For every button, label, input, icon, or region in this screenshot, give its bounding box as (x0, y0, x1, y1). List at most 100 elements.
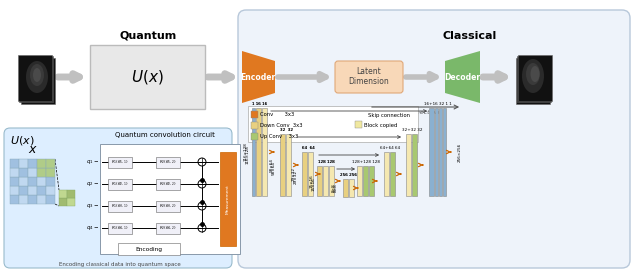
Text: Encoder: Encoder (241, 73, 276, 82)
FancyBboxPatch shape (406, 134, 411, 196)
FancyBboxPatch shape (108, 156, 132, 168)
FancyBboxPatch shape (59, 190, 67, 198)
FancyBboxPatch shape (59, 198, 67, 206)
FancyBboxPatch shape (329, 166, 334, 196)
Text: 8×8: 8×8 (332, 184, 336, 192)
Text: 1 16 16: 1 16 16 (252, 102, 268, 106)
FancyBboxPatch shape (248, 106, 418, 142)
FancyBboxPatch shape (28, 195, 37, 204)
FancyBboxPatch shape (369, 166, 374, 196)
FancyBboxPatch shape (256, 108, 261, 196)
Ellipse shape (526, 63, 540, 85)
FancyBboxPatch shape (67, 198, 75, 206)
Text: $R_2(\theta_{1,2})$: $R_2(\theta_{1,2})$ (159, 158, 177, 166)
FancyBboxPatch shape (19, 186, 28, 195)
FancyBboxPatch shape (342, 179, 348, 197)
Ellipse shape (26, 61, 48, 93)
FancyBboxPatch shape (10, 168, 19, 177)
FancyBboxPatch shape (435, 108, 438, 196)
FancyBboxPatch shape (37, 186, 46, 195)
FancyBboxPatch shape (251, 111, 258, 118)
Text: 58×64: 58×64 (270, 158, 274, 172)
Polygon shape (242, 51, 275, 103)
Text: $U(x)$: $U(x)$ (10, 134, 35, 147)
Text: 128 128: 128 128 (317, 160, 334, 164)
Text: skip connection: skip connection (390, 110, 440, 115)
FancyBboxPatch shape (10, 195, 19, 204)
FancyBboxPatch shape (46, 168, 55, 177)
Text: 64  64: 64 64 (301, 146, 314, 150)
Text: $R_1(\theta_{2,1})$: $R_1(\theta_{2,1})$ (111, 180, 129, 188)
FancyBboxPatch shape (19, 168, 28, 177)
Text: 58×64: 58×64 (272, 161, 276, 175)
FancyBboxPatch shape (308, 152, 313, 196)
Text: Measurement: Measurement (226, 184, 230, 214)
Text: 128 128: 128 128 (317, 160, 334, 164)
Text: $R_2(\theta_{3,2})$: $R_2(\theta_{3,2})$ (159, 202, 177, 210)
Text: Encoding: Encoding (136, 246, 163, 252)
FancyBboxPatch shape (429, 108, 434, 196)
Ellipse shape (30, 64, 44, 86)
FancyBboxPatch shape (10, 177, 19, 186)
FancyBboxPatch shape (357, 166, 362, 196)
Text: $R_1(\theta_{1,1})$: $R_1(\theta_{1,1})$ (111, 158, 129, 166)
FancyBboxPatch shape (4, 128, 232, 268)
FancyBboxPatch shape (20, 57, 54, 104)
Polygon shape (445, 51, 480, 103)
FancyBboxPatch shape (10, 186, 19, 195)
FancyBboxPatch shape (108, 200, 132, 212)
Ellipse shape (33, 68, 41, 82)
FancyBboxPatch shape (108, 222, 132, 233)
Text: Up Conv    3x3: Up Conv 3x3 (260, 134, 298, 139)
Text: 15×16: 15×16 (310, 174, 314, 188)
FancyBboxPatch shape (19, 195, 28, 204)
Text: $q_3-$: $q_3-$ (86, 202, 99, 210)
Text: 1 16 16: 1 16 16 (252, 102, 268, 106)
Text: $R_2(\theta_{4,2})$: $R_2(\theta_{4,2})$ (159, 224, 177, 232)
Text: Skip connection: Skip connection (368, 113, 410, 118)
FancyBboxPatch shape (518, 54, 552, 100)
Text: 64  64: 64 64 (301, 146, 314, 150)
Text: 256 256: 256 256 (339, 173, 356, 177)
Text: $q_2-$: $q_2-$ (86, 180, 99, 188)
Text: Quantum convolution circuit: Quantum convolution circuit (115, 132, 215, 138)
FancyBboxPatch shape (28, 168, 37, 177)
FancyBboxPatch shape (108, 178, 132, 190)
Ellipse shape (531, 66, 540, 82)
Text: 16+16 32 1 1: 16+16 32 1 1 (424, 102, 452, 106)
Text: 32+32 32: 32+32 32 (402, 128, 422, 132)
Text: $U(x)$: $U(x)$ (131, 68, 163, 86)
Text: 32  32: 32 32 (280, 128, 292, 132)
FancyBboxPatch shape (355, 121, 362, 128)
FancyBboxPatch shape (19, 56, 53, 102)
FancyBboxPatch shape (251, 122, 258, 129)
FancyBboxPatch shape (412, 134, 417, 196)
FancyBboxPatch shape (262, 108, 267, 196)
FancyBboxPatch shape (19, 159, 28, 168)
FancyBboxPatch shape (238, 10, 630, 268)
FancyBboxPatch shape (46, 186, 55, 195)
FancyBboxPatch shape (28, 159, 37, 168)
FancyBboxPatch shape (46, 159, 55, 168)
Text: $R_1(\theta_{4,1})$: $R_1(\theta_{4,1})$ (111, 224, 129, 232)
Text: 32  32: 32 32 (280, 128, 292, 132)
FancyBboxPatch shape (384, 152, 389, 196)
Text: Dimension: Dimension (349, 78, 389, 86)
FancyBboxPatch shape (46, 195, 55, 204)
Text: $q_4-$: $q_4-$ (86, 224, 99, 232)
Text: Block copied: Block copied (364, 122, 397, 128)
FancyBboxPatch shape (439, 108, 442, 196)
Text: $x$: $x$ (28, 143, 37, 156)
Text: Quantum: Quantum (120, 31, 177, 41)
FancyBboxPatch shape (363, 166, 368, 196)
Ellipse shape (522, 59, 544, 93)
Text: 256 256: 256 256 (339, 173, 356, 177)
FancyBboxPatch shape (37, 159, 46, 168)
FancyBboxPatch shape (156, 222, 180, 233)
Text: Encoding classical data into quantum space: Encoding classical data into quantum spa… (59, 262, 181, 267)
FancyBboxPatch shape (67, 190, 75, 198)
FancyBboxPatch shape (302, 152, 307, 196)
Text: Latent: Latent (356, 67, 381, 76)
Text: 256×256: 256×256 (458, 142, 462, 162)
Text: Conv       3x3: Conv 3x3 (260, 112, 294, 117)
